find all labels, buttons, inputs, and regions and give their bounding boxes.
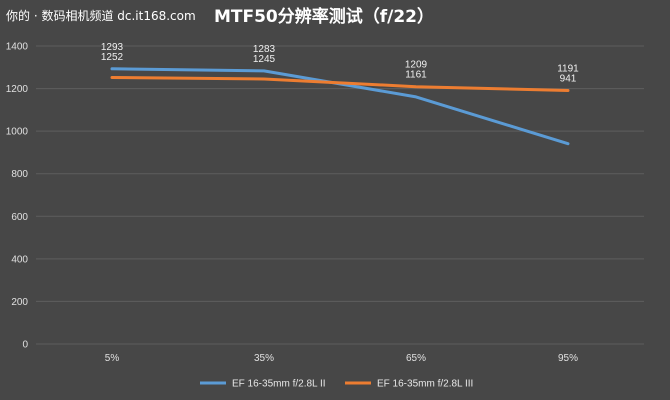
x-axis-ticks: 5% 35% 65% 95%: [105, 353, 578, 364]
x-tick-label-2: 35%: [254, 353, 274, 364]
series-layer: [110, 67, 570, 146]
data-label: 1293: [101, 42, 124, 53]
x-tick-label-3: 65%: [406, 353, 426, 364]
y-tick-label-800: 800: [11, 169, 28, 180]
data-label: 1245: [253, 54, 276, 65]
legend-label-1: EF 16-35mm f/2.8L II: [232, 379, 326, 390]
y-tick-label-1200: 1200: [6, 84, 29, 95]
watermark-text: 你的 · 数码相机频道 dc.it168.com: [6, 8, 196, 23]
y-tick-label-200: 200: [11, 297, 28, 308]
y-tick-label-400: 400: [11, 254, 28, 265]
y-tick-label-1000: 1000: [6, 127, 29, 138]
data-label: 1283: [253, 44, 276, 55]
legend-label-2: EF 16-35mm f/2.8L III: [377, 379, 473, 390]
grid-layer: [36, 45, 644, 345]
data-label: 1252: [101, 52, 124, 63]
series-line-1: [110, 67, 570, 146]
legend: EF 16-35mm f/2.8L II EF 16-35mm f/2.8L II…: [200, 379, 473, 390]
y-tick-label-0: 0: [22, 340, 28, 351]
y-axis-ticks: 0 200 400 600 800 1000 1200 1400: [6, 42, 29, 351]
data-label: 941: [560, 73, 577, 84]
data-label: 1209: [405, 60, 428, 71]
y-tick-label-600: 600: [11, 212, 28, 223]
series-line-2: [110, 76, 570, 92]
data-label: 1161: [405, 70, 427, 81]
chart-title: MTF50分辨率测试（f/22）: [214, 6, 434, 27]
x-tick-label-4: 95%: [558, 353, 578, 364]
data-label: 1191: [557, 63, 579, 74]
y-tick-label-1400: 1400: [6, 42, 29, 53]
x-tick-label-1: 5%: [105, 353, 120, 364]
